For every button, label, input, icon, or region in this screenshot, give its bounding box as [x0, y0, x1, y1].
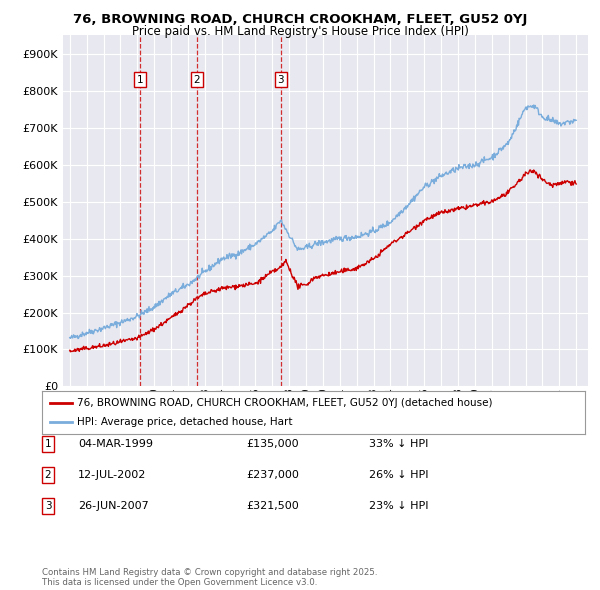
Text: £135,000: £135,000	[246, 439, 299, 448]
Text: 1: 1	[137, 75, 143, 85]
Text: 26% ↓ HPI: 26% ↓ HPI	[369, 470, 428, 480]
Text: 2: 2	[44, 470, 52, 480]
Text: 3: 3	[44, 502, 52, 511]
Text: 76, BROWNING ROAD, CHURCH CROOKHAM, FLEET, GU52 0YJ (detached house): 76, BROWNING ROAD, CHURCH CROOKHAM, FLEE…	[77, 398, 493, 408]
Text: 26-JUN-2007: 26-JUN-2007	[78, 502, 149, 511]
Text: £321,500: £321,500	[246, 502, 299, 511]
Text: 23% ↓ HPI: 23% ↓ HPI	[369, 502, 428, 511]
Text: 1: 1	[44, 439, 52, 448]
Text: 76, BROWNING ROAD, CHURCH CROOKHAM, FLEET, GU52 0YJ: 76, BROWNING ROAD, CHURCH CROOKHAM, FLEE…	[73, 13, 527, 26]
Text: £237,000: £237,000	[246, 470, 299, 480]
Text: 04-MAR-1999: 04-MAR-1999	[78, 439, 153, 448]
Text: Contains HM Land Registry data © Crown copyright and database right 2025.
This d: Contains HM Land Registry data © Crown c…	[42, 568, 377, 587]
Text: Price paid vs. HM Land Registry's House Price Index (HPI): Price paid vs. HM Land Registry's House …	[131, 25, 469, 38]
Text: HPI: Average price, detached house, Hart: HPI: Average price, detached house, Hart	[77, 417, 293, 427]
Text: 33% ↓ HPI: 33% ↓ HPI	[369, 439, 428, 448]
Text: 2: 2	[194, 75, 200, 85]
Text: 12-JUL-2002: 12-JUL-2002	[78, 470, 146, 480]
Text: 3: 3	[277, 75, 284, 85]
